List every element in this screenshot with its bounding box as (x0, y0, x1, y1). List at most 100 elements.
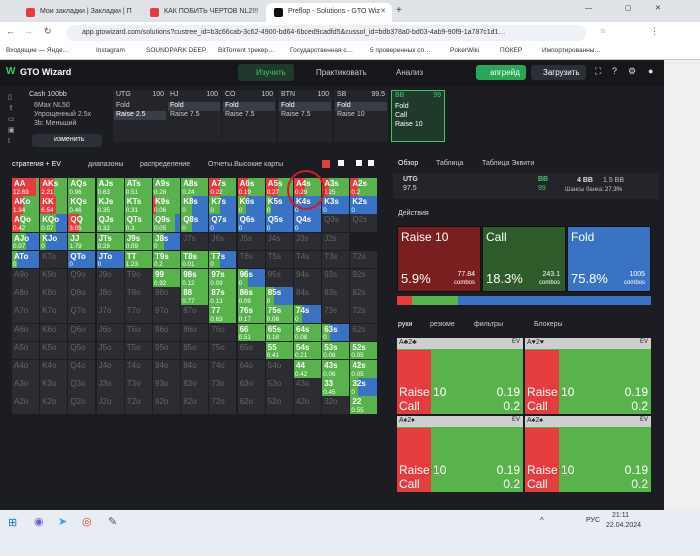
hand-cell[interactable]: Q8s 0 (181, 214, 209, 232)
hand-cell[interactable]: K7o (40, 305, 68, 323)
hand-cell[interactable]: K2s 0 (350, 196, 378, 214)
hand-cell[interactable]: 84o (181, 360, 209, 378)
hand-card[interactable]: A♦2♦ EV Raise 10 0.19 Call 0.2 (397, 416, 523, 492)
url-input[interactable]: app.gtowizard.com/solutions?custree_id=b… (66, 25, 586, 41)
hand-cell[interactable]: 63s 0 (322, 323, 350, 342)
hand-cell[interactable]: A2s 0.2 (350, 178, 378, 196)
hand-cell[interactable]: A9o (12, 269, 39, 287)
distribution-tab[interactable]: распределение (140, 161, 191, 168)
bookmark-item[interactable]: BitTorrent трекер… (218, 47, 275, 54)
hand-cell[interactable]: Q2o (68, 396, 96, 414)
hand-cell[interactable]: 82s (350, 287, 378, 305)
hand-cell[interactable]: TT 1.23 (124, 250, 152, 269)
hand-cell[interactable]: T5o (124, 341, 152, 360)
nav-practice[interactable]: Практиковать (316, 68, 367, 77)
bookmark-item[interactable]: Государственная с… (290, 47, 354, 54)
hand-cell[interactable]: 87o (181, 305, 209, 323)
hand-cell[interactable]: J6s (209, 232, 237, 251)
hand-cell[interactable]: 43s 0.06 (322, 360, 350, 378)
hand-cell[interactable]: T2s (350, 250, 378, 269)
tab-hands[interactable]: руки (398, 321, 413, 328)
tab-equity[interactable]: Таблица Эквити (482, 160, 535, 167)
hand-cell[interactable]: 85s 0 (265, 287, 293, 305)
hand-cell[interactable]: T7s 0 (209, 250, 237, 269)
hand-cell[interactable]: 84s (294, 287, 321, 305)
app-icon[interactable]: ✎ (108, 516, 118, 528)
hand-cell[interactable]: T6o (124, 323, 152, 342)
position-action[interactable]: Raise 7.5 (225, 111, 255, 118)
hand-cell[interactable]: AQo 0.42 (12, 214, 39, 232)
hand-cell[interactable]: 75s 0.06 (265, 305, 293, 323)
hand-cell[interactable]: KK 6.54 (40, 196, 68, 214)
reports-tab[interactable]: Отчеты.Высокие карты (208, 161, 284, 168)
hand-cell[interactable]: T6s (237, 250, 265, 269)
view-mode-icon[interactable] (356, 160, 362, 166)
hand-cell[interactable]: 53s 0.08 (322, 341, 350, 360)
hand-cell[interactable]: K3o (40, 378, 68, 396)
hand-cell[interactable]: J2o (96, 396, 124, 414)
hand-cell[interactable]: 54o (265, 360, 293, 378)
hand-cell[interactable]: 95o (153, 341, 180, 360)
hand-cell[interactable]: A4o (12, 360, 39, 378)
hand-cell[interactable]: 95s (265, 269, 293, 287)
hand-cell[interactable]: KTo (40, 250, 68, 269)
position-action[interactable]: Fold (279, 102, 331, 111)
change-button[interactable]: изменить (32, 134, 102, 147)
browser-tab-bookmarks[interactable]: Мои закладки | Закладки | П (18, 3, 138, 22)
upload-icon[interactable]: ⇪ (8, 105, 14, 112)
save-icon[interactable]: ▣ (8, 127, 15, 134)
hand-cell[interactable]: AA 12.69 (12, 178, 39, 196)
hand-cell[interactable]: ATs 0.51 (124, 178, 152, 196)
position-hj[interactable]: HJ 100 Fold Raise 7.5 (167, 90, 221, 142)
hand-card[interactable]: A♥2♥ EV Raise 10 0.19 Call 0.2 (525, 338, 651, 414)
view-mode-icon[interactable] (338, 160, 344, 166)
scan-icon[interactable]: ⛶ (595, 66, 602, 76)
hand-cell[interactable]: KJo 0 (40, 232, 68, 251)
hand-cell[interactable]: 22 0.55 (350, 396, 378, 414)
hand-cell[interactable]: K5o (40, 341, 68, 360)
page-scrollbar[interactable] (664, 60, 700, 510)
position-utg[interactable]: UTG 100 Fold Raise 2.5 (113, 90, 167, 142)
bookmark-item[interactable]: PokerWiki (450, 47, 480, 54)
hand-cell[interactable]: AKs 2.21 (40, 178, 68, 196)
hand-cell[interactable]: Q2s (350, 214, 378, 232)
position-sb[interactable]: SB 99.5 Fold Raise 10 (334, 90, 388, 142)
bookmark-item[interactable]: Импортированны… (542, 47, 601, 54)
hand-cell[interactable]: T2o (124, 396, 152, 414)
hand-cell[interactable]: AJs 0.63 (96, 178, 124, 196)
hand-cell[interactable]: 42s 0.05 (350, 360, 378, 378)
language-indicator[interactable]: РУС (586, 517, 601, 524)
hand-cell[interactable]: J6o (96, 323, 124, 342)
hand-cell[interactable]: 87s 0.13 (209, 287, 237, 305)
hand-cell[interactable]: 73s (322, 305, 350, 323)
position-action[interactable]: Raise 10 (395, 121, 423, 128)
hand-cell[interactable]: J4o (96, 360, 124, 378)
upload-button[interactable]: Загрузить (531, 65, 586, 80)
hand-cell[interactable]: A2o (12, 396, 39, 414)
hand-cell[interactable]: T9o (124, 269, 152, 287)
hand-cell[interactable]: 72s (350, 305, 378, 323)
hand-cell[interactable]: A5o (12, 341, 39, 360)
hand-cell[interactable]: T7o (124, 305, 152, 323)
hand-cell[interactable]: T8o (124, 287, 152, 305)
telegram-icon[interactable]: ➤ (58, 516, 68, 528)
hand-cell[interactable]: J5s (237, 232, 265, 251)
tab-summary[interactable]: резюме (430, 321, 455, 328)
bookmark-item[interactable]: Входящие — Янде… (6, 47, 70, 54)
hand-cell[interactable]: 98s 0.12 (181, 269, 209, 287)
upgrade-button[interactable]: апгрейд (476, 65, 526, 80)
hand-cell[interactable]: A8s 0.24 (181, 178, 209, 196)
tab-overview[interactable]: Обзор (398, 160, 419, 167)
hand-cell[interactable]: 53o (265, 378, 293, 396)
hand-cell[interactable]: 74s 0 (294, 305, 321, 323)
menu-icon[interactable]: ⋮ (650, 26, 659, 36)
hand-cell[interactable]: 64o (237, 360, 265, 378)
hand-cell[interactable]: K4s 0 (294, 196, 321, 214)
hand-cell[interactable]: QJs 0.32 (96, 214, 124, 232)
hand-cell[interactable]: T8s 0.01 (181, 250, 209, 269)
hand-cell[interactable]: K6o (40, 323, 68, 342)
hand-cell[interactable]: 65o (237, 341, 265, 360)
hand-cell[interactable]: T4s (294, 250, 321, 269)
hand-cell[interactable]: Q9s 0.05 (153, 214, 180, 232)
cursor-icon[interactable]: I (8, 138, 10, 145)
